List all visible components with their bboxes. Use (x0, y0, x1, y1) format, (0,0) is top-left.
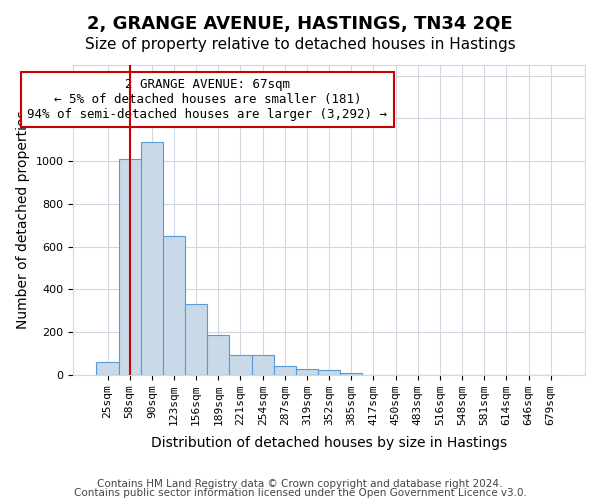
Text: 2, GRANGE AVENUE, HASTINGS, TN34 2QE: 2, GRANGE AVENUE, HASTINGS, TN34 2QE (87, 15, 513, 33)
Text: Contains HM Land Registry data © Crown copyright and database right 2024.: Contains HM Land Registry data © Crown c… (97, 479, 503, 489)
Bar (296, 370, 318, 374)
Text: 2 GRANGE AVENUE: 67sqm
← 5% of detached houses are smaller (181)
94% of semi-det: 2 GRANGE AVENUE: 67sqm ← 5% of detached … (27, 78, 387, 121)
Bar (141, 142, 163, 374)
Bar (251, 356, 274, 374)
Text: Contains public sector information licensed under the Open Government Licence v3: Contains public sector information licen… (74, 488, 526, 498)
Bar (318, 370, 340, 374)
Bar (229, 356, 251, 374)
Bar (119, 159, 141, 374)
Bar (274, 366, 296, 374)
X-axis label: Distribution of detached houses by size in Hastings: Distribution of detached houses by size … (151, 436, 507, 450)
Bar (97, 362, 119, 374)
Bar (207, 335, 229, 374)
Bar (163, 236, 185, 374)
Text: Size of property relative to detached houses in Hastings: Size of property relative to detached ho… (85, 38, 515, 52)
Bar (340, 372, 362, 374)
Bar (185, 304, 207, 374)
Y-axis label: Number of detached properties: Number of detached properties (16, 110, 30, 329)
